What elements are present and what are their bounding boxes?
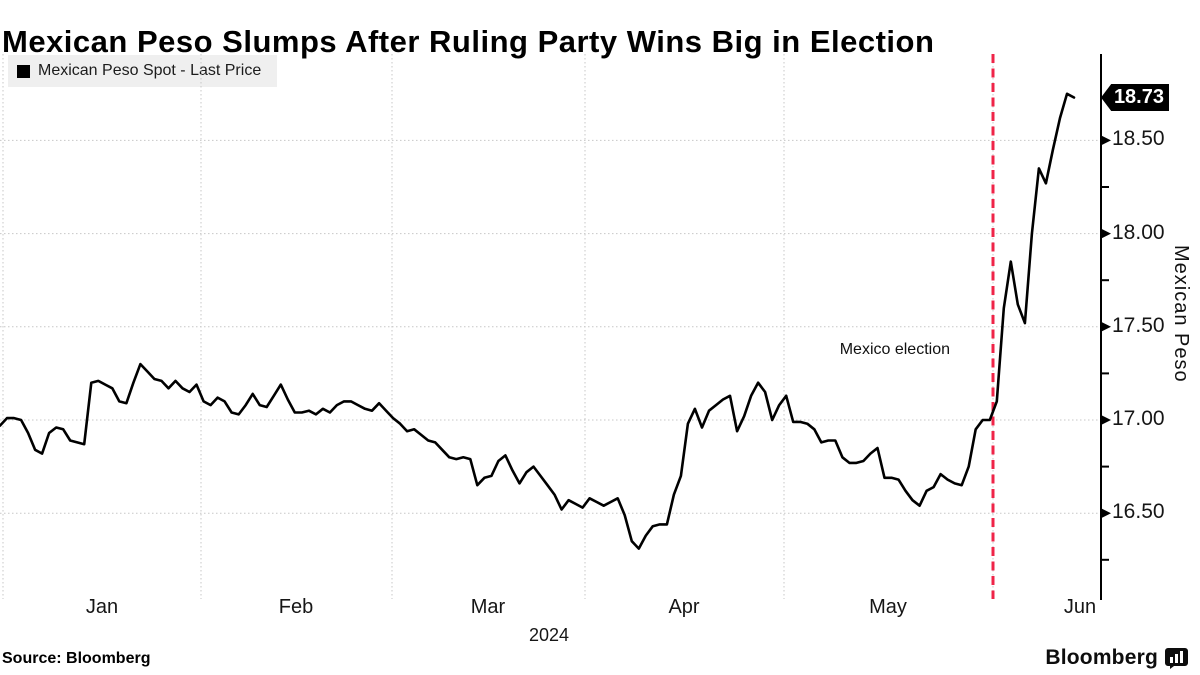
y-tick-label: 17.00: [1112, 407, 1165, 430]
y-axis-title: Mexican Peso: [1170, 245, 1192, 383]
y-tick-label: 17.50: [1112, 313, 1165, 337]
bloomberg-icon: [1165, 647, 1188, 669]
price-line: [0, 92, 1076, 550]
bloomberg-wordmark: Bloomberg: [1045, 646, 1158, 669]
y-tick-arrow: [1102, 322, 1111, 332]
x-tick-label-may: May: [869, 596, 907, 618]
x-axis-year-label: 2024: [528, 625, 570, 645]
bloomberg-logo: Bloomberg: [1045, 646, 1188, 670]
y-tick-label: 16.50: [1112, 500, 1165, 524]
x-tick-label-jan: Jan: [85, 596, 119, 618]
legend: Mexican Peso Spot - Last Price: [8, 55, 278, 87]
y-tick-arrow: [1102, 135, 1111, 145]
last-price-value: 18.73: [1113, 86, 1164, 109]
x-tick-label-mar: Mar: [470, 596, 506, 618]
y-tick-label: 18.00: [1112, 220, 1165, 244]
annotation-mexico-election: Mexico election: [839, 341, 950, 358]
legend-label: Mexican Peso Spot - Last Price: [38, 62, 262, 79]
last-price-badge: 18.73: [1101, 84, 1169, 112]
y-tick-arrow: [1102, 229, 1111, 239]
source-label: Source: Bloomberg: [2, 650, 151, 667]
y-tick-arrow: [1102, 415, 1111, 425]
chart-title: Mexican Peso Slumps After Ruling Party W…: [2, 23, 935, 59]
legend-marker-icon: [17, 64, 30, 78]
y-tick-arrow: [1102, 508, 1111, 518]
x-tick-label-apr: Apr: [668, 596, 700, 618]
x-tick-label-jun: Jun: [1063, 596, 1097, 618]
x-tick-label-feb: Feb: [278, 596, 314, 618]
y-tick-label: 18.50: [1112, 127, 1165, 151]
